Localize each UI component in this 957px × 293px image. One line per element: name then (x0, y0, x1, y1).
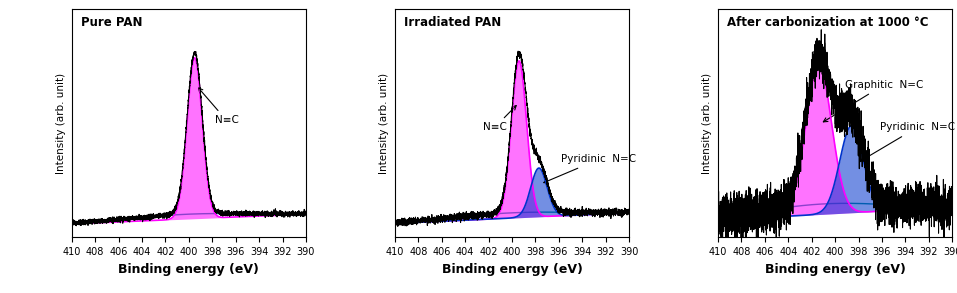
Text: After carbonization at 1000 °C: After carbonization at 1000 °C (727, 16, 929, 29)
Y-axis label: Intensity (arb. unit): Intensity (arb. unit) (56, 72, 66, 174)
Text: N≡C: N≡C (482, 105, 516, 132)
Text: Pure PAN: Pure PAN (81, 16, 143, 29)
Text: Irradiated PAN: Irradiated PAN (404, 16, 501, 29)
X-axis label: Binding energy (eV): Binding energy (eV) (119, 263, 259, 276)
Y-axis label: Intensity (arb. unit): Intensity (arb. unit) (702, 72, 713, 174)
Y-axis label: Intensity (arb. unit): Intensity (arb. unit) (379, 72, 389, 174)
Text: Graphitic  N=C: Graphitic N=C (823, 80, 923, 122)
Text: Pyridinic  N=C: Pyridinic N=C (861, 122, 955, 161)
Text: N≡C: N≡C (198, 88, 238, 125)
X-axis label: Binding energy (eV): Binding energy (eV) (765, 263, 905, 276)
X-axis label: Binding energy (eV): Binding energy (eV) (441, 263, 583, 276)
Text: Pyridinic  N=C: Pyridinic N=C (544, 154, 636, 183)
